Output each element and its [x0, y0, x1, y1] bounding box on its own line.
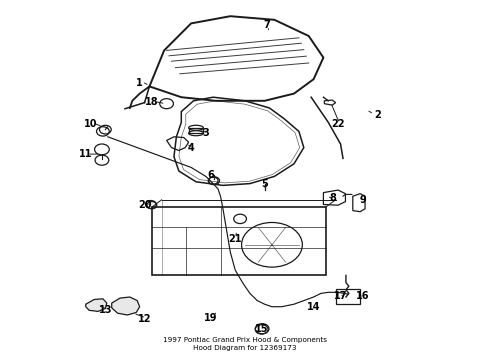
- Text: 15: 15: [255, 324, 269, 334]
- Polygon shape: [86, 299, 107, 311]
- Text: 2: 2: [374, 110, 381, 120]
- Text: 20: 20: [138, 200, 151, 210]
- Polygon shape: [112, 297, 140, 315]
- Text: 3: 3: [202, 128, 209, 138]
- Text: 12: 12: [138, 314, 151, 324]
- Text: 4: 4: [188, 143, 195, 153]
- Text: 9: 9: [359, 195, 366, 205]
- Text: 13: 13: [98, 305, 112, 315]
- Text: 22: 22: [331, 119, 345, 129]
- Text: 7: 7: [264, 20, 270, 30]
- Bar: [336, 289, 360, 304]
- Text: 18: 18: [145, 96, 159, 107]
- Text: 17: 17: [334, 291, 347, 301]
- Text: 10: 10: [84, 119, 98, 129]
- Text: 5: 5: [261, 179, 268, 189]
- Text: 8: 8: [330, 193, 337, 203]
- Text: 21: 21: [228, 234, 242, 244]
- Text: 11: 11: [79, 149, 93, 159]
- Text: 14: 14: [307, 302, 320, 312]
- Text: 1: 1: [136, 78, 143, 88]
- Text: 16: 16: [356, 291, 369, 301]
- Text: 1997 Pontiac Grand Prix Hood & Components
Hood Diagram for 12369173: 1997 Pontiac Grand Prix Hood & Component…: [163, 337, 327, 351]
- Text: 19: 19: [204, 312, 218, 323]
- Text: 6: 6: [207, 170, 214, 180]
